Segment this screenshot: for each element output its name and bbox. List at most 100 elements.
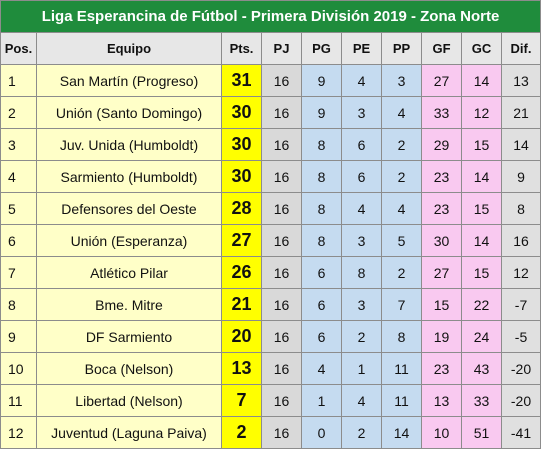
cell-pts: 26 xyxy=(221,256,262,289)
table-row: 6 Unión (Esperanza) 27 16 8 3 5 30 14 16 xyxy=(0,224,541,257)
header-pos: Pos. xyxy=(0,32,37,65)
cell-pts: 30 xyxy=(221,160,262,193)
cell-gf: 23 xyxy=(421,352,462,385)
table-row: 1 San Martín (Progreso) 31 16 9 4 3 27 14 13 xyxy=(0,64,541,97)
cell-team: DF Sarmiento xyxy=(36,320,222,353)
cell-pe: 3 xyxy=(341,96,382,129)
header-pp: PP xyxy=(381,32,422,65)
cell-dif: 16 xyxy=(500,224,541,257)
cell-pe: 4 xyxy=(341,64,382,97)
cell-pe: 8 xyxy=(341,256,382,289)
cell-pe: 6 xyxy=(341,128,382,161)
table-row: 4 Sarmiento (Humboldt) 30 16 8 6 2 23 14 9 xyxy=(0,160,541,193)
cell-pg: 9 xyxy=(301,96,342,129)
cell-gf: 15 xyxy=(421,288,462,321)
table-title: Liga Esperancina de Fútbol - Primera Div… xyxy=(0,0,541,33)
header-pts: Pts. xyxy=(221,32,262,65)
cell-gf: 27 xyxy=(421,256,462,289)
cell-team: Atlético Pilar xyxy=(36,256,222,289)
standings-body: 1 San Martín (Progreso) 31 16 9 4 3 27 14 13 2 Unió… xyxy=(0,64,541,449)
cell-pj: 16 xyxy=(261,288,302,321)
cell-pg: 9 xyxy=(301,64,342,97)
cell-team: Boca (Nelson) xyxy=(36,352,222,385)
cell-pe: 1 xyxy=(341,352,382,385)
cell-team: Juv. Unida (Humboldt) xyxy=(36,128,222,161)
cell-pos: 8 xyxy=(0,288,37,321)
cell-pg: 6 xyxy=(301,256,342,289)
cell-pos: 11 xyxy=(0,384,37,417)
cell-pj: 16 xyxy=(261,256,302,289)
cell-gf: 23 xyxy=(421,160,462,193)
cell-pe: 4 xyxy=(341,384,382,417)
cell-pp: 14 xyxy=(381,416,422,449)
cell-dif: -20 xyxy=(500,352,541,385)
cell-pg: 1 xyxy=(301,384,342,417)
cell-dif: 14 xyxy=(500,128,541,161)
cell-team: Unión (Esperanza) xyxy=(36,224,222,257)
cell-pp: 2 xyxy=(381,256,422,289)
cell-pe: 3 xyxy=(341,224,382,257)
header-pj: PJ xyxy=(261,32,302,65)
cell-pj: 16 xyxy=(261,192,302,225)
cell-pts: 21 xyxy=(221,288,262,321)
standings-table: Liga Esperancina de Fútbol - Primera Div… xyxy=(0,0,541,449)
cell-gc: 51 xyxy=(461,416,502,449)
header-team: Equipo xyxy=(36,32,222,65)
cell-gc: 24 xyxy=(461,320,502,353)
cell-pts: 2 xyxy=(221,416,262,449)
cell-team: Defensores del Oeste xyxy=(36,192,222,225)
table-row: 8 Bme. Mitre 21 16 6 3 7 15 22 -7 xyxy=(0,288,541,321)
cell-pj: 16 xyxy=(261,224,302,257)
cell-pj: 16 xyxy=(261,320,302,353)
cell-pos: 2 xyxy=(0,96,37,129)
cell-pp: 5 xyxy=(381,224,422,257)
cell-gc: 43 xyxy=(461,352,502,385)
table-row: 3 Juv. Unida (Humboldt) 30 16 8 6 2 29 15 14 xyxy=(0,128,541,161)
cell-pe: 2 xyxy=(341,416,382,449)
cell-pts: 13 xyxy=(221,352,262,385)
header-pe: PE xyxy=(341,32,382,65)
cell-gc: 15 xyxy=(461,256,502,289)
cell-gc: 22 xyxy=(461,288,502,321)
cell-pg: 8 xyxy=(301,192,342,225)
cell-pos: 6 xyxy=(0,224,37,257)
cell-pg: 8 xyxy=(301,128,342,161)
cell-team: Sarmiento (Humboldt) xyxy=(36,160,222,193)
cell-team: Bme. Mitre xyxy=(36,288,222,321)
cell-pj: 16 xyxy=(261,64,302,97)
header-gf: GF xyxy=(421,32,462,65)
cell-pj: 16 xyxy=(261,128,302,161)
cell-dif: 13 xyxy=(500,64,541,97)
cell-gf: 33 xyxy=(421,96,462,129)
table-row: 2 Unión (Santo Domingo) 30 16 9 3 4 33 12 21 xyxy=(0,96,541,129)
cell-pg: 4 xyxy=(301,352,342,385)
cell-pg: 0 xyxy=(301,416,342,449)
cell-pp: 7 xyxy=(381,288,422,321)
cell-dif: 21 xyxy=(500,96,541,129)
header-row: Pos. Equipo Pts. PJ PG PE PP GF GC Dif. xyxy=(0,32,541,65)
header-gc: GC xyxy=(461,32,502,65)
cell-pp: 2 xyxy=(381,160,422,193)
cell-dif: -5 xyxy=(500,320,541,353)
cell-gf: 27 xyxy=(421,64,462,97)
cell-pts: 7 xyxy=(221,384,262,417)
table-row: 5 Defensores del Oeste 28 16 8 4 4 23 15 8 xyxy=(0,192,541,225)
cell-pp: 4 xyxy=(381,192,422,225)
cell-pp: 2 xyxy=(381,128,422,161)
cell-gf: 23 xyxy=(421,192,462,225)
cell-pj: 16 xyxy=(261,352,302,385)
cell-team: Unión (Santo Domingo) xyxy=(36,96,222,129)
cell-gc: 14 xyxy=(461,224,502,257)
cell-pos: 10 xyxy=(0,352,37,385)
header-pg: PG xyxy=(301,32,342,65)
cell-dif: 12 xyxy=(500,256,541,289)
cell-pos: 5 xyxy=(0,192,37,225)
cell-gc: 15 xyxy=(461,192,502,225)
table-row: 12 Juventud (Laguna Paiva) 2 16 0 2 14 10 51 -41 xyxy=(0,416,541,449)
title-row: Liga Esperancina de Fútbol - Primera Div… xyxy=(0,0,541,33)
cell-pos: 3 xyxy=(0,128,37,161)
cell-team: San Martín (Progreso) xyxy=(36,64,222,97)
cell-pe: 3 xyxy=(341,288,382,321)
cell-pts: 30 xyxy=(221,128,262,161)
cell-pe: 4 xyxy=(341,192,382,225)
